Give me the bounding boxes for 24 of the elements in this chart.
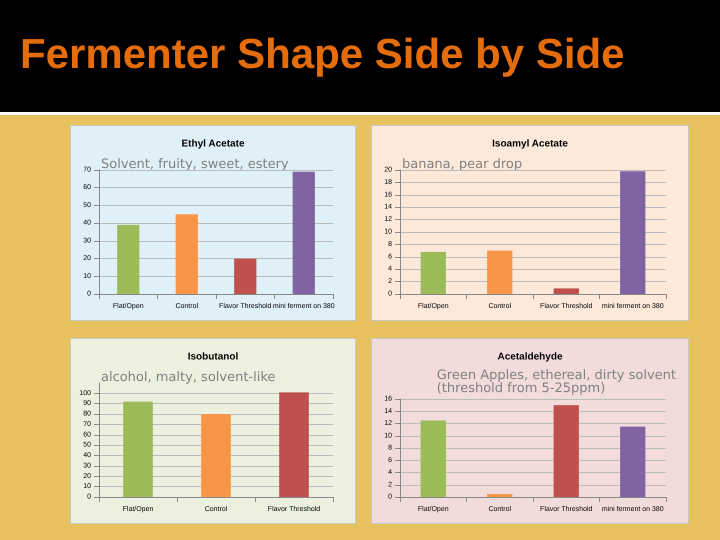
text: Fermenter Shape Side by Side [20,30,625,78]
bar [123,402,153,497]
bar [620,426,646,497]
text: Green Apples, ethereal, dirty solvent (threshold from 5-25ppm) [436,368,676,396]
bar [487,250,512,294]
chart-title: Acetaldehyde [497,352,563,362]
bar [554,405,579,497]
bar [554,288,579,294]
bar [292,172,315,294]
bar [487,494,512,497]
bar [234,258,256,294]
chart-title: Ethyl Acetate [182,138,245,150]
annotation: banana, pear drop [402,157,522,172]
chart-title: Isoamyl Acetate [492,138,568,150]
chart-title: Isobutanol [188,352,238,362]
annotation: Solvent, fruity, sweet, estery [101,157,289,172]
bar [420,252,446,294]
bar [117,224,140,294]
bar [279,392,309,497]
bar [620,171,646,294]
bar [176,214,198,294]
annotation: alcohol, malty, solvent-like [101,370,276,385]
bar [420,420,446,497]
bar [201,414,231,497]
